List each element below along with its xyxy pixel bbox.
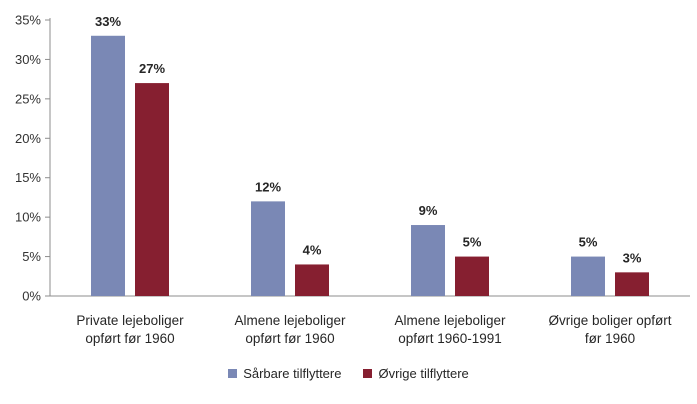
data-label: 33% [95, 14, 121, 29]
data-labels: 33% 27% 12% 4% 9% 5% 5% 3% [95, 14, 642, 266]
y-tick-label: 20% [15, 131, 41, 146]
bar [251, 201, 285, 296]
y-tick-label: 30% [15, 52, 41, 67]
bar [571, 256, 605, 296]
data-label: 4% [303, 242, 322, 257]
legend-swatch [363, 369, 373, 378]
data-label: 5% [579, 235, 598, 250]
category-label: Øvrige boliger opført [548, 313, 671, 328]
bar [295, 264, 329, 296]
bar [411, 225, 445, 296]
y-axis: 0% 5% 10% 15% 20% 25% 30% 35% [15, 13, 51, 304]
category-label: Private lejeboliger [76, 313, 184, 328]
category-label: opført før 1960 [245, 331, 334, 346]
category-labels: Private lejeboliger opført før 1960 Almene… [76, 313, 671, 346]
legend-item-series-2: Øvrige tilflyttere [363, 366, 469, 381]
category-label: opført 1960-1991 [398, 331, 502, 346]
y-tick-label: 0% [22, 289, 41, 304]
y-tick-label: 35% [15, 13, 41, 28]
legend-label: Sårbare tilflyttere [243, 366, 342, 381]
y-tick-label: 5% [22, 249, 41, 264]
legend-label: Øvrige tilflyttere [378, 366, 469, 381]
bars [91, 35, 649, 297]
y-tick-label: 15% [15, 170, 41, 185]
bar [135, 83, 169, 296]
y-tick-label: 10% [15, 210, 41, 225]
category-label: opført før 1960 [85, 331, 174, 346]
bar [455, 256, 489, 296]
legend: Sårbare tilflyttere Øvrige tilflyttere [0, 366, 697, 381]
bar [91, 35, 125, 297]
data-label: 27% [139, 61, 165, 76]
legend-swatch [228, 369, 238, 378]
data-label: 3% [623, 250, 642, 265]
category-label: Almene lejeboliger [394, 313, 506, 328]
category-label: før 1960 [585, 331, 635, 346]
category-label: Almene lejeboliger [234, 313, 346, 328]
data-label: 12% [255, 179, 281, 194]
legend-item-series-1: Sårbare tilflyttere [228, 366, 341, 381]
bar [615, 272, 649, 296]
data-label: 5% [463, 235, 482, 250]
y-tick-label: 25% [15, 91, 41, 106]
data-label: 9% [419, 203, 438, 218]
